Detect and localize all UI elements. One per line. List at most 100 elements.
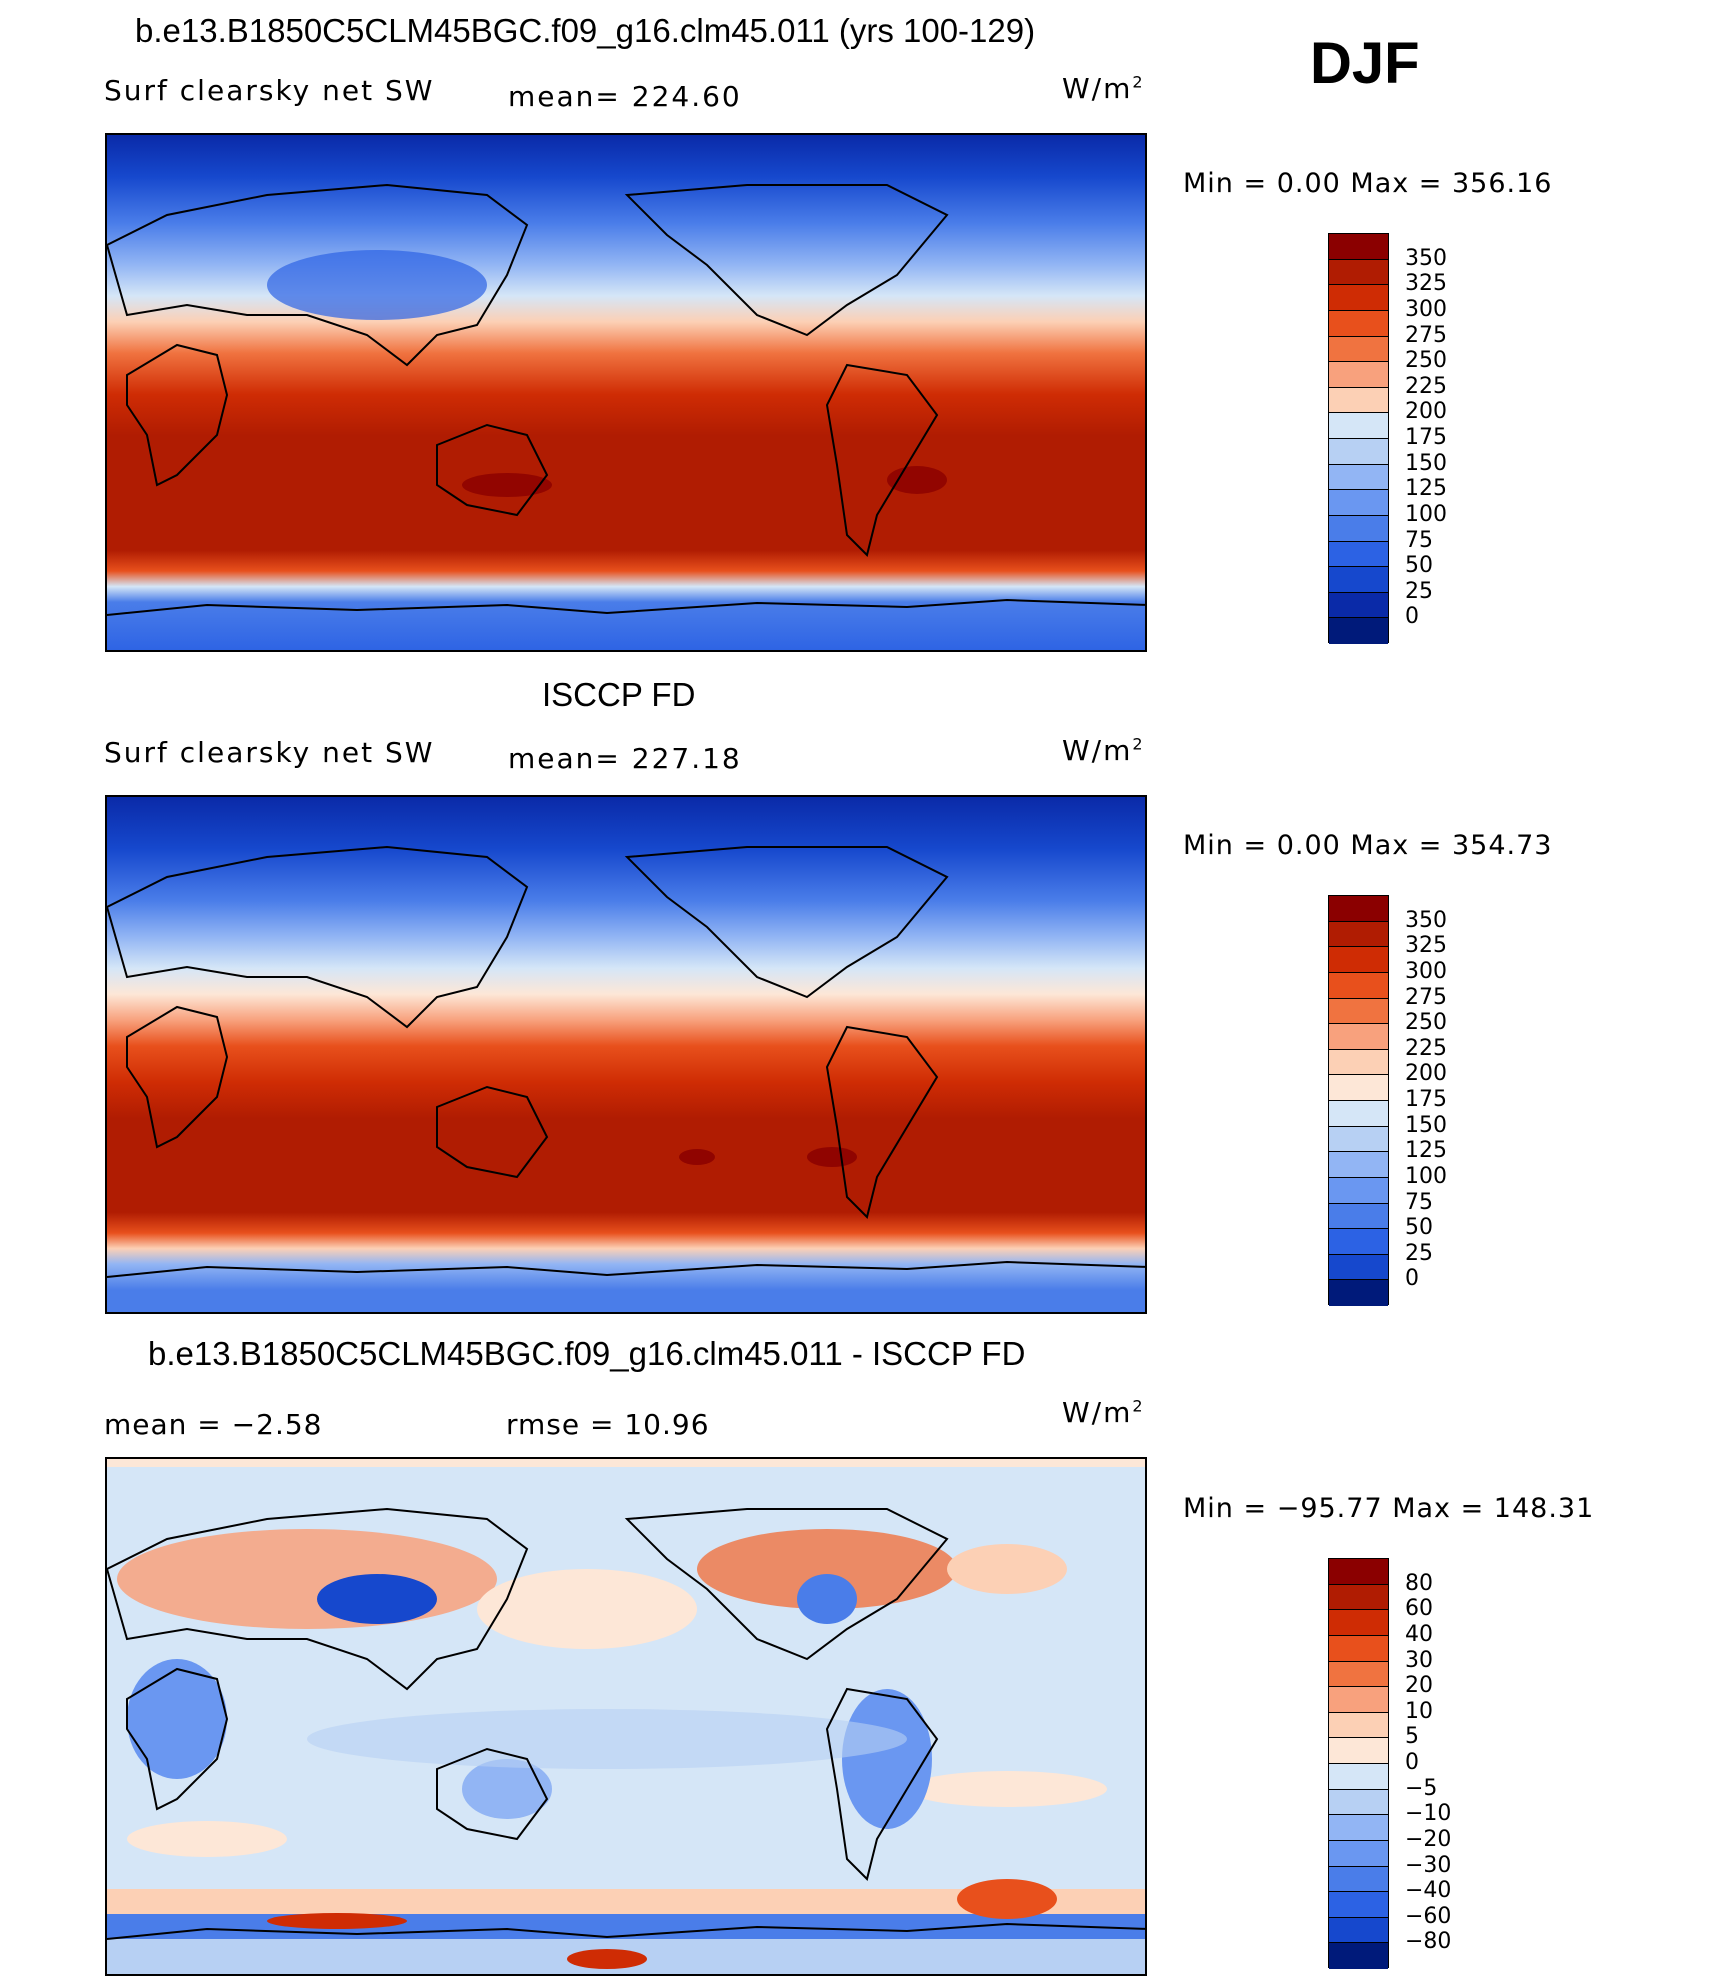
colorbar-segment (1329, 1661, 1388, 1688)
colorbar-tick-label: 275 (1405, 984, 1447, 1010)
colorbar-segment (1329, 413, 1388, 439)
colorbar-tick-label: 75 (1405, 1189, 1433, 1215)
colorbar-segment (1329, 1177, 1388, 1204)
colorbar-segment (1329, 285, 1388, 311)
panel1-units-label: W/m2 (1062, 72, 1145, 105)
colorbar-segment (1329, 1712, 1388, 1739)
colorbar-tick-label: 80 (1405, 1570, 1433, 1596)
colorbar-segment (1329, 490, 1388, 516)
colorbar-tick-label: 25 (1405, 578, 1433, 604)
panel3-colorbar (1328, 1558, 1389, 1969)
colorbar-tick-label: −60 (1405, 1903, 1452, 1929)
colorbar-segment (1329, 1584, 1388, 1611)
colorbar-tick-label: 275 (1405, 322, 1447, 348)
colorbar-tick-label: 250 (1405, 1010, 1447, 1036)
colorbar-segment (1329, 998, 1388, 1025)
panel1-mean-label: mean= 224.60 (508, 80, 742, 113)
colorbar-segment (1329, 1610, 1388, 1636)
panel3-rmse-label: rmse = 10.96 (506, 1408, 710, 1441)
colorbar-tick-label: 250 (1405, 348, 1447, 374)
colorbar-tick-label: 5 (1405, 1724, 1419, 1750)
colorbar-segment (1329, 1917, 1388, 1944)
colorbar-segment (1329, 464, 1388, 491)
colorbar-tick-label: −40 (1405, 1878, 1452, 1904)
colorbar-segment (1329, 1254, 1388, 1281)
colorbar-segment (1329, 1559, 1388, 1585)
colorbar-segment (1329, 896, 1388, 922)
colorbar-tick-label: 50 (1405, 553, 1433, 579)
colorbar-tick-label: 30 (1405, 1647, 1433, 1673)
colorbar-tick-label: 40 (1405, 1621, 1433, 1647)
colorbar-tick-label: 300 (1405, 958, 1447, 984)
panel3-map (105, 1457, 1147, 1976)
colorbar-segment (1329, 1943, 1388, 1969)
colorbar-tick-label: 200 (1405, 1061, 1447, 1087)
colorbar-segment (1329, 947, 1388, 973)
colorbar-segment (1329, 1075, 1388, 1101)
panel1-map (105, 133, 1147, 652)
colorbar-tick-label: 300 (1405, 296, 1447, 322)
colorbar-tick-label: 125 (1405, 476, 1447, 502)
colorbar-segment (1329, 1866, 1388, 1893)
colorbar-segment (1329, 1101, 1388, 1127)
colorbar-tick-label: 100 (1405, 501, 1447, 527)
colorbar-segment (1329, 1229, 1388, 1255)
colorbar-tick-label: 200 (1405, 399, 1447, 425)
panel1-minmax: Min = 0.00 Max = 356.16 (1183, 168, 1553, 199)
colorbar-tick-label: 325 (1405, 933, 1447, 959)
colorbar-tick-label: −20 (1405, 1826, 1452, 1852)
colorbar-segment (1329, 1152, 1388, 1178)
colorbar-segment (1329, 567, 1388, 593)
colorbar-segment (1329, 921, 1388, 948)
colorbar-segment (1329, 1203, 1388, 1230)
colorbar-tick-label: −30 (1405, 1852, 1452, 1878)
colorbar-tick-label: 325 (1405, 271, 1447, 297)
colorbar-tick-label: 175 (1405, 425, 1447, 450)
colorbar-tick-label: −10 (1405, 1801, 1452, 1827)
colorbar-segment (1329, 1815, 1388, 1841)
panel3-units-label: W/m2 (1062, 1396, 1145, 1429)
colorbar-segment (1329, 1738, 1388, 1764)
colorbar-tick-label: 75 (1405, 527, 1433, 553)
colorbar-tick-label: −80 (1405, 1929, 1452, 1955)
panel1-colorbar (1328, 233, 1389, 644)
colorbar-segment (1329, 259, 1388, 286)
panel3-title: b.e13.B1850C5CLM45BGC.f09_g16.clm45.011 … (148, 1335, 1026, 1372)
colorbar-tick-label: 150 (1405, 450, 1447, 476)
colorbar-tick-label: 50 (1405, 1215, 1433, 1241)
panel2-variable-label: Surf clearsky net SW (104, 736, 435, 769)
colorbar-segment (1329, 592, 1388, 619)
panel2-minmax: Min = 0.00 Max = 354.73 (1183, 830, 1553, 861)
panel2-colorbar (1328, 895, 1389, 1306)
colorbar-segment (1329, 362, 1388, 388)
colorbar-tick-label: 175 (1405, 1087, 1447, 1112)
colorbar-segment (1329, 515, 1388, 542)
colorbar-tick-label: 0 (1405, 1266, 1419, 1292)
colorbar-segment (1329, 1049, 1388, 1076)
colorbar-tick-label: 10 (1405, 1698, 1433, 1724)
colorbar-segment (1329, 1892, 1388, 1918)
colorbar-segment (1329, 310, 1388, 337)
colorbar-tick-label: 25 (1405, 1240, 1433, 1266)
colorbar-segment (1329, 336, 1388, 363)
colorbar-tick-label: 0 (1405, 604, 1419, 630)
colorbar-tick-label: 350 (1405, 907, 1447, 933)
colorbar-segment (1329, 541, 1388, 568)
colorbar-segment (1329, 1764, 1388, 1790)
colorbar-segment (1329, 618, 1388, 644)
panel3-minmax: Min = −95.77 Max = 148.31 (1183, 1493, 1595, 1524)
panel1-title: b.e13.B1850C5CLM45BGC.f09_g16.clm45.011 … (135, 12, 1036, 49)
colorbar-segment (1329, 1789, 1388, 1816)
colorbar-segment (1329, 972, 1388, 999)
colorbar-segment (1329, 234, 1388, 260)
panel2-mean-label: mean= 227.18 (508, 742, 742, 775)
colorbar-segment (1329, 1635, 1388, 1662)
colorbar-segment (1329, 439, 1388, 465)
season-label: DJF (1310, 31, 1420, 96)
colorbar-segment (1329, 387, 1388, 414)
colorbar-segment (1329, 1687, 1388, 1713)
colorbar-tick-label: 350 (1405, 245, 1447, 271)
colorbar-tick-label: −5 (1405, 1775, 1438, 1801)
colorbar-segment (1329, 1280, 1388, 1306)
panel3-mean-label: mean = −2.58 (104, 1408, 323, 1441)
